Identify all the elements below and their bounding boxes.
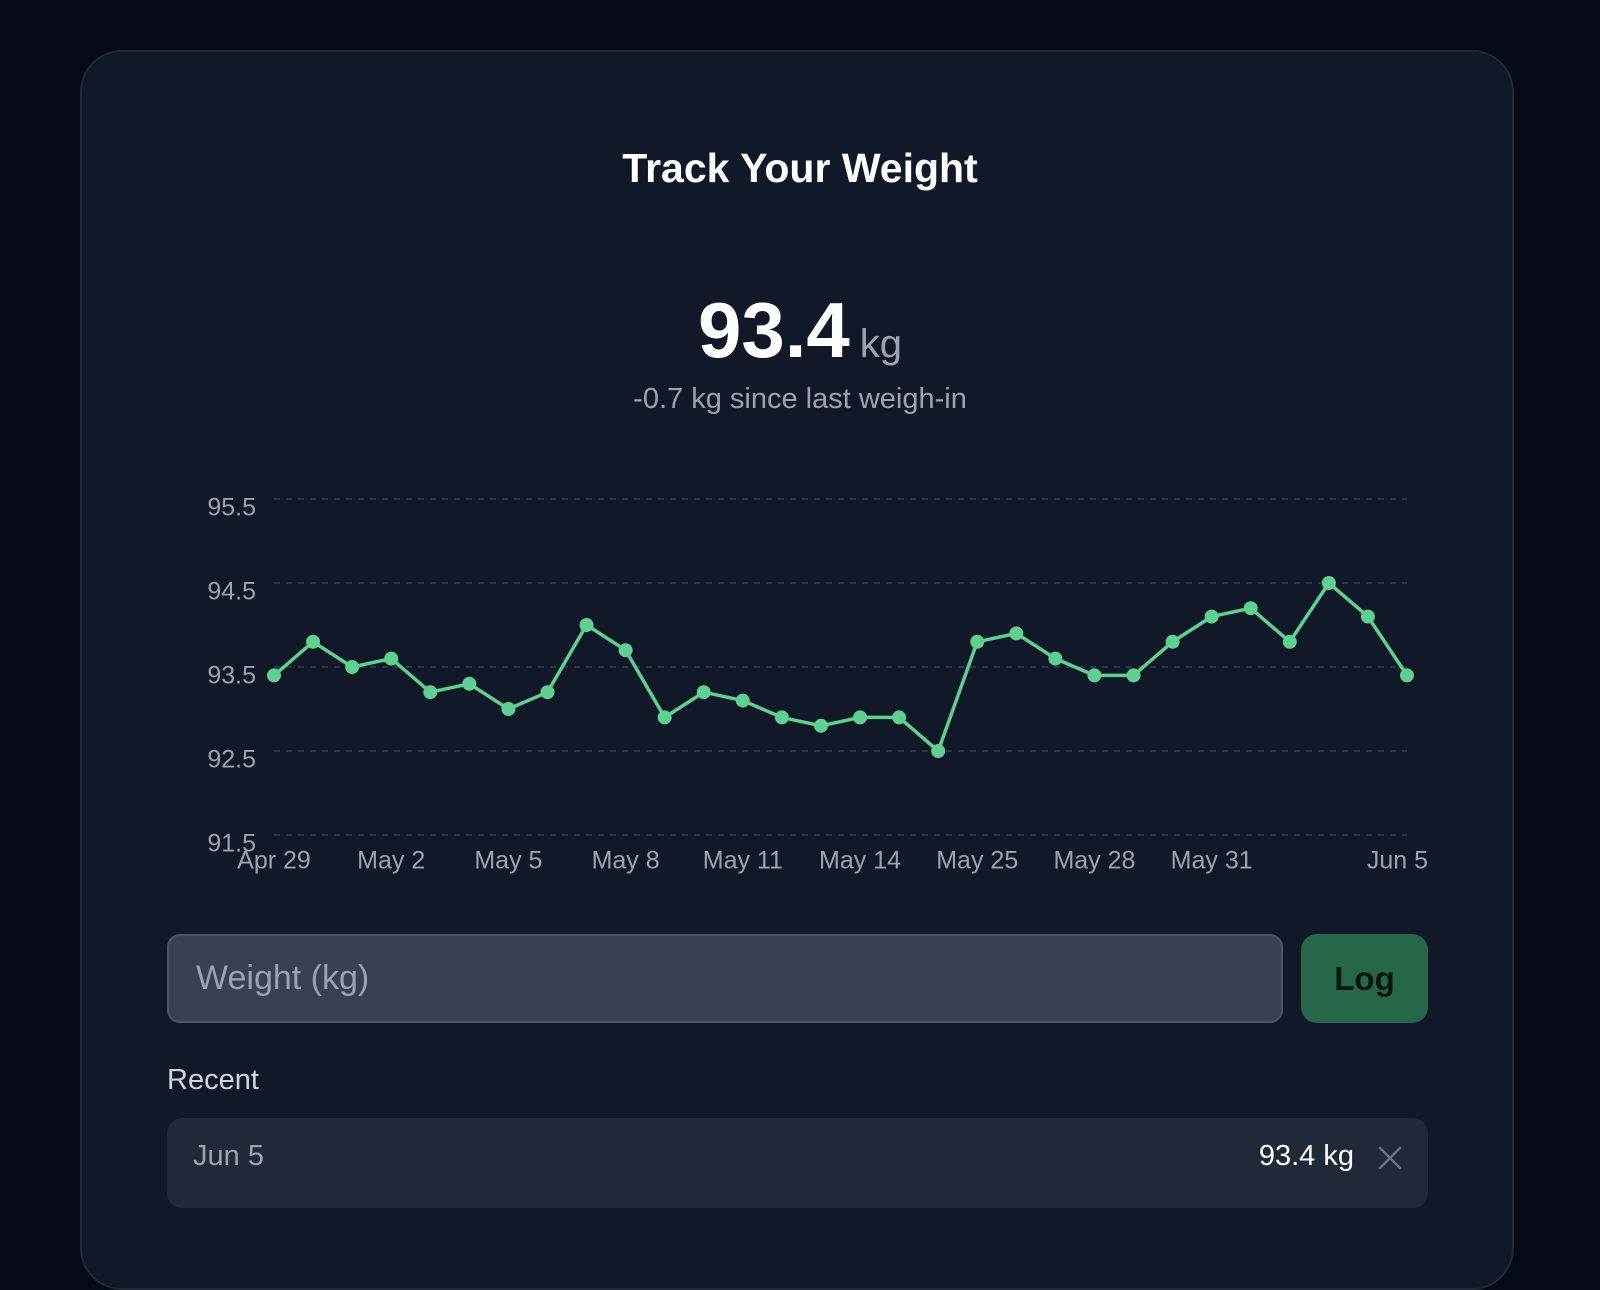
page: Track Your Weight 93.4 kg -0.7 kg since l… [0,50,1600,1290]
point [423,685,438,700]
point [970,634,985,649]
y-tick-label: 91.5 [207,830,256,858]
point [501,702,516,716]
current-weight: 93.4 kg [0,285,1600,376]
point [579,618,594,632]
x-tick-label: May 8 [592,847,660,875]
point [931,744,946,758]
change-text: -0.7 kg since last weigh-in [633,383,967,415]
y-tick-label: 94.5 [207,578,256,606]
point [618,643,633,658]
x-tick-label: May 11 [703,847,783,875]
y-tick-label: 92.5 [207,746,256,774]
point [1204,609,1219,624]
point [813,718,828,733]
point [1048,651,1063,666]
log-button[interactable]: Log [1301,934,1428,1023]
point [735,693,750,708]
row-weight: 93.4 kg [1258,1140,1354,1172]
x-tick-label: May 28 [1053,847,1135,875]
point [1360,609,1375,624]
title: Track Your Weight [622,145,978,191]
x-tick-label: May 31 [1171,847,1253,875]
recent-heading: Recent [167,1064,259,1096]
row-date: Jun 5 [193,1140,264,1172]
card [80,50,1514,1290]
point [1165,634,1180,649]
point [774,710,789,725]
point [345,660,360,674]
point [384,651,399,666]
point [306,634,321,649]
x-tick-label: May 2 [357,847,425,875]
point [1243,601,1258,616]
weight-input[interactable]: Weight (kg) [167,934,1283,1023]
point [462,676,477,691]
x-tick-label: May 25 [936,847,1018,875]
point [540,685,555,700]
recent-row: Jun 5 93.4 kg [167,1118,1428,1208]
point [1400,668,1414,683]
point [1009,626,1024,641]
point [657,710,672,725]
point [1321,576,1336,590]
point [892,710,907,725]
point [267,668,281,683]
current-value: 93.4 [697,286,850,374]
chart: 91.5 92.5 93.5 94.5 95.5 Apr 29 May 2 May 5 May … [207,494,1428,875]
current-unit: kg [859,322,903,366]
point [696,685,711,700]
delete-button[interactable] [1378,1146,1402,1170]
x-tick-label: May 5 [474,847,542,875]
x-tick-label: Jun 5 [1367,847,1428,875]
point [853,710,868,725]
x-tick-label: May 14 [819,847,901,875]
y-tick-label: 95.5 [207,494,256,522]
point [1282,634,1297,649]
point [1126,668,1141,683]
y-tick-label: 93.5 [207,662,256,690]
x-tick-label: Apr 29 [237,847,311,875]
point [1087,668,1102,683]
